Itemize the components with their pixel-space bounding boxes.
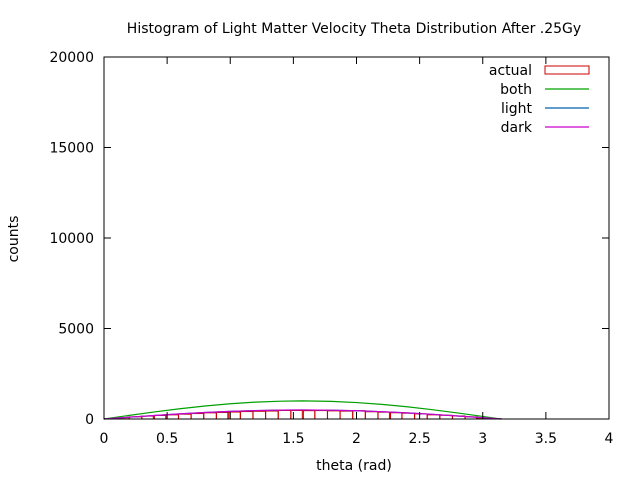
histogram-bar — [253, 411, 265, 419]
histogram-bar — [402, 413, 414, 419]
x-tick-label: 0 — [100, 431, 109, 447]
plot-frame — [104, 57, 609, 419]
legend-label-light: light — [501, 101, 533, 117]
histogram-bar — [166, 415, 178, 419]
histogram-bar — [266, 411, 278, 419]
x-tick-label: 4 — [605, 431, 614, 447]
histogram-bar — [353, 411, 365, 419]
histogram-bar — [378, 412, 390, 419]
histogram-bar — [240, 412, 252, 419]
x-tick-label: 3.5 — [535, 431, 557, 447]
legend-label-actual: actual — [489, 63, 532, 79]
x-tick-label: 1.5 — [282, 431, 304, 447]
histogram-bar — [228, 412, 240, 419]
x-tick-label: 2.5 — [408, 431, 430, 447]
histogram-bar — [191, 414, 203, 419]
y-tick-label: 5000 — [58, 322, 94, 338]
y-tick-label: 15000 — [49, 141, 94, 157]
y-tick-label: 20000 — [49, 50, 94, 66]
histogram-bar — [278, 410, 290, 419]
x-tick-label: 1 — [226, 431, 235, 447]
plot-area — [104, 401, 502, 419]
y-axis-label: counts — [6, 216, 22, 263]
histogram-bar — [291, 410, 303, 419]
legend: actual both light dark — [489, 63, 589, 136]
histogram-bar — [415, 414, 427, 419]
histogram-bar — [216, 412, 228, 419]
histogram-bar — [365, 412, 377, 419]
y-tick-label: 0 — [85, 412, 94, 428]
x-tick-label: 0.5 — [156, 431, 178, 447]
histogram-bar — [315, 411, 327, 419]
x-axis-label: theta (rad) — [316, 458, 392, 474]
histogram-bar — [179, 414, 191, 419]
histogram-bar — [204, 413, 216, 419]
legend-label-both: both — [500, 82, 532, 98]
x-tick-label: 3 — [478, 431, 487, 447]
histogram-bar — [302, 411, 314, 419]
histogram-bar — [328, 411, 340, 419]
legend-label-dark: dark — [501, 120, 533, 136]
histogram-bar — [340, 411, 352, 419]
y-tick-label: 10000 — [49, 231, 94, 247]
chart-title: Histogram of Light Matter Velocity Theta… — [127, 21, 581, 37]
histogram-bar — [389, 413, 401, 419]
x-tick-label: 2 — [352, 431, 361, 447]
histogram-bar — [427, 415, 439, 419]
legend-swatch-actual — [545, 66, 589, 74]
